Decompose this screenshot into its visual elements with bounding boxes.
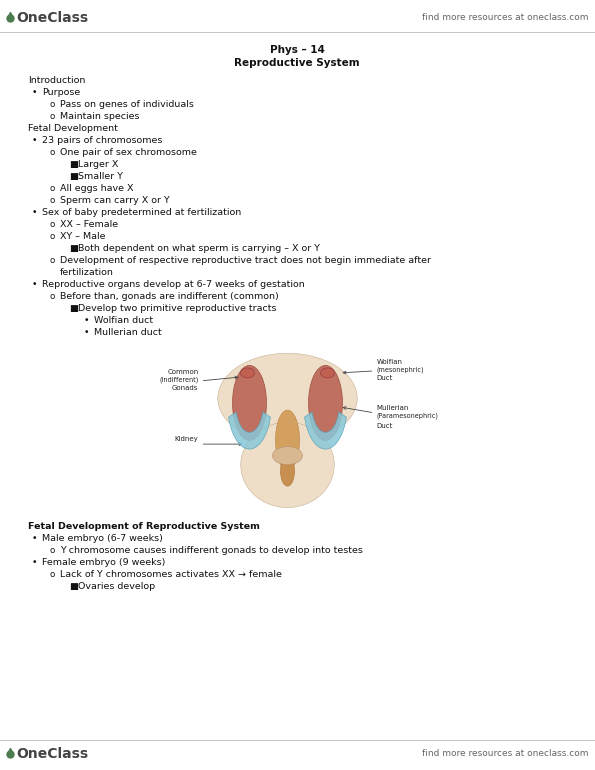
Text: o: o bbox=[50, 196, 55, 205]
Text: Larger X: Larger X bbox=[78, 160, 118, 169]
Text: ■: ■ bbox=[69, 160, 78, 169]
Text: Common: Common bbox=[167, 369, 199, 375]
Text: o: o bbox=[50, 220, 55, 229]
Text: OneClass: OneClass bbox=[16, 747, 88, 761]
Ellipse shape bbox=[280, 456, 295, 486]
Text: Female embryo (9 weeks): Female embryo (9 weeks) bbox=[42, 558, 165, 567]
Text: o: o bbox=[50, 184, 55, 193]
Text: Development of respective reproductive tract does not begin immediate after: Development of respective reproductive t… bbox=[60, 256, 431, 265]
Text: o: o bbox=[50, 546, 55, 555]
Text: •: • bbox=[84, 316, 89, 325]
Text: Reproductive System: Reproductive System bbox=[234, 58, 360, 68]
Text: Wolfian: Wolfian bbox=[377, 359, 402, 365]
Ellipse shape bbox=[275, 410, 299, 470]
Polygon shape bbox=[228, 412, 270, 449]
Text: find more resources at oneclass.com: find more resources at oneclass.com bbox=[421, 14, 588, 22]
Ellipse shape bbox=[240, 368, 255, 378]
Polygon shape bbox=[305, 412, 346, 449]
Text: •: • bbox=[84, 328, 89, 337]
Text: Phys – 14: Phys – 14 bbox=[270, 45, 324, 55]
Text: ■: ■ bbox=[69, 172, 78, 181]
Text: Duct: Duct bbox=[377, 375, 393, 381]
Text: ■: ■ bbox=[69, 304, 78, 313]
Text: Y chromosome causes indifferent gonads to develop into testes: Y chromosome causes indifferent gonads t… bbox=[60, 546, 363, 555]
Text: Pass on genes of individuals: Pass on genes of individuals bbox=[60, 100, 194, 109]
Text: ■: ■ bbox=[69, 582, 78, 591]
Ellipse shape bbox=[241, 422, 334, 507]
Text: OneClass: OneClass bbox=[16, 11, 88, 25]
Text: Introduction: Introduction bbox=[28, 76, 85, 85]
Text: Fetal Development: Fetal Development bbox=[28, 124, 118, 133]
Ellipse shape bbox=[308, 366, 343, 440]
Text: fertilization: fertilization bbox=[60, 268, 114, 277]
Text: All eggs have X: All eggs have X bbox=[60, 184, 133, 193]
Text: One pair of sex chromosome: One pair of sex chromosome bbox=[60, 148, 197, 157]
Text: o: o bbox=[50, 292, 55, 301]
Text: Reproductive organs develop at 6-7 weeks of gestation: Reproductive organs develop at 6-7 weeks… bbox=[42, 280, 305, 289]
Text: Ovaries develop: Ovaries develop bbox=[78, 582, 155, 591]
Text: o: o bbox=[50, 148, 55, 157]
Text: Before than, gonads are indifferent (common): Before than, gonads are indifferent (com… bbox=[60, 292, 278, 301]
Text: o: o bbox=[50, 570, 55, 579]
Text: o: o bbox=[50, 112, 55, 121]
Text: Duct: Duct bbox=[377, 423, 393, 429]
Text: Smaller Y: Smaller Y bbox=[78, 172, 123, 181]
Text: Develop two primitive reproductive tracts: Develop two primitive reproductive tract… bbox=[78, 304, 277, 313]
Text: Both dependent on what sperm is carrying – X or Y: Both dependent on what sperm is carrying… bbox=[78, 244, 320, 253]
Text: •: • bbox=[32, 136, 37, 145]
Text: Sperm can carry X or Y: Sperm can carry X or Y bbox=[60, 196, 170, 205]
Text: Lack of Y chromosomes activates XX → female: Lack of Y chromosomes activates XX → fem… bbox=[60, 570, 282, 579]
Text: •: • bbox=[32, 558, 37, 567]
Text: Male embryo (6-7 weeks): Male embryo (6-7 weeks) bbox=[42, 534, 163, 543]
Text: Wolfian duct: Wolfian duct bbox=[94, 316, 153, 325]
Ellipse shape bbox=[218, 353, 357, 444]
Text: (Indifferent): (Indifferent) bbox=[159, 377, 199, 383]
Text: •: • bbox=[32, 208, 37, 217]
Text: •: • bbox=[32, 88, 37, 97]
Ellipse shape bbox=[233, 366, 267, 440]
Text: •: • bbox=[32, 534, 37, 543]
Text: Maintain species: Maintain species bbox=[60, 112, 139, 121]
Ellipse shape bbox=[273, 447, 302, 464]
Text: 23 pairs of chromosomes: 23 pairs of chromosomes bbox=[42, 136, 162, 145]
Text: Purpose: Purpose bbox=[42, 88, 80, 97]
Text: Gonads: Gonads bbox=[172, 385, 199, 391]
Text: o: o bbox=[50, 256, 55, 265]
Text: Mullerian duct: Mullerian duct bbox=[94, 328, 162, 337]
Text: XX – Female: XX – Female bbox=[60, 220, 118, 229]
Text: Fetal Development of Reproductive System: Fetal Development of Reproductive System bbox=[28, 522, 260, 531]
Text: ■: ■ bbox=[69, 244, 78, 253]
Text: o: o bbox=[50, 100, 55, 109]
Text: (Paramesonephric): (Paramesonephric) bbox=[377, 413, 439, 420]
Ellipse shape bbox=[321, 368, 334, 378]
Text: XY – Male: XY – Male bbox=[60, 232, 105, 241]
Text: (mesonephric): (mesonephric) bbox=[377, 367, 424, 373]
Text: Kidney: Kidney bbox=[175, 436, 199, 442]
Text: find more resources at oneclass.com: find more resources at oneclass.com bbox=[421, 749, 588, 758]
Text: •: • bbox=[32, 280, 37, 289]
Text: Mullerian: Mullerian bbox=[377, 405, 409, 411]
Text: o: o bbox=[50, 232, 55, 241]
Text: Sex of baby predetermined at fertilization: Sex of baby predetermined at fertilizati… bbox=[42, 208, 241, 217]
